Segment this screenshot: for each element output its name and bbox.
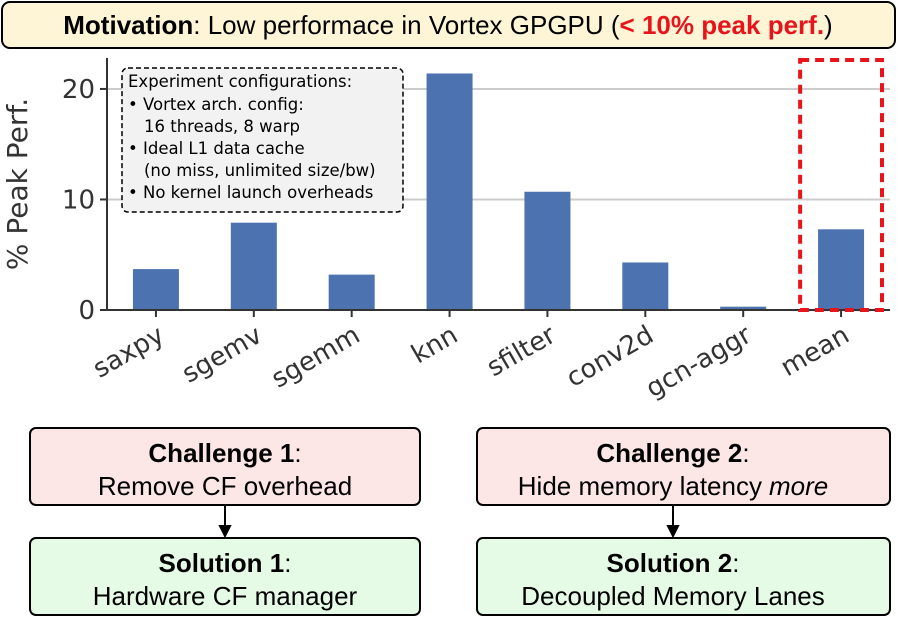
challenge-2: Challenge 2: Hide memory latency more [476, 427, 891, 506]
x-tick-label: saxpy [88, 320, 169, 384]
bar [524, 191, 571, 310]
solution-2: Solution 2: Decoupled Memory Lanes [476, 537, 891, 616]
box-text: Remove CF overhead [98, 471, 352, 501]
y-tick-label: 10 [62, 185, 95, 215]
annotation-line: (no miss, unlimited size/bw) [144, 161, 376, 180]
box-heading: Solution 1: [159, 548, 292, 578]
text: Hide memory latency [518, 471, 762, 501]
arrows [218, 505, 680, 539]
annotation-box [121, 67, 404, 213]
header-text: : Low performace in Vortex GPGPU ( [193, 10, 620, 40]
bar [818, 229, 865, 310]
box-text: Hide memory latency more [518, 471, 828, 501]
heading: Challenge 2 [596, 438, 742, 468]
bar [720, 306, 767, 310]
box-text: Decoupled Memory Lanes [521, 581, 825, 611]
box [476, 537, 891, 616]
x-tick-label: gcn-aggr [641, 320, 757, 404]
x-tick-label: sfilter [482, 320, 561, 383]
bar [132, 269, 179, 310]
annotation-line: 16 threads, 8 warp [144, 117, 300, 136]
bar [230, 222, 277, 310]
heading: Solution 1 [159, 548, 285, 578]
box-heading: Challenge 2: [596, 438, 749, 468]
y-tick-label: 0 [78, 296, 95, 326]
header-highlight: < 10% peak perf. [620, 10, 825, 40]
bar [622, 262, 669, 310]
x-tick-label: knn [406, 320, 463, 370]
heading: Solution 2 [607, 548, 733, 578]
axes-frame [106, 58, 890, 311]
colon: : [294, 438, 301, 468]
emphasis: more [769, 471, 828, 501]
header-bold: Motivation [63, 10, 193, 40]
colon: : [284, 548, 291, 578]
header: Motivation: Low performace in Vortex GPG… [63, 10, 832, 40]
annotation-line: • Ideal L1 data cache [128, 139, 305, 158]
solution-1: Solution 1: Hardware CF manager [29, 537, 421, 616]
header-box [1, 1, 896, 49]
box-text: Hardware CF manager [93, 581, 358, 611]
x-tick-label: mean [776, 320, 855, 383]
y-axis-label: % Peak Perf. [1, 98, 34, 270]
box-heading: Solution 2: [607, 548, 740, 578]
heading: Challenge 1 [148, 438, 294, 468]
box-heading: Challenge 1: [148, 438, 301, 468]
annotation-line: • Vortex arch. config: [128, 95, 304, 114]
colon: : [742, 438, 749, 468]
annotation-title: Experiment configurations: [128, 72, 352, 91]
bar [426, 73, 473, 310]
arrow-head [218, 525, 232, 539]
arrow-head [666, 525, 680, 539]
x-tick-label: sgemv [177, 320, 267, 389]
challenge-1: Challenge 1: Remove CF overhead [29, 427, 421, 506]
header-close: ) [824, 10, 833, 40]
y-tick-label: 20 [62, 75, 95, 105]
bar [328, 274, 375, 310]
x-tick-label: sgemm [266, 320, 365, 394]
annotation-line: • No kernel launch overheads [128, 183, 373, 202]
box [476, 427, 891, 506]
colon: : [732, 548, 739, 578]
